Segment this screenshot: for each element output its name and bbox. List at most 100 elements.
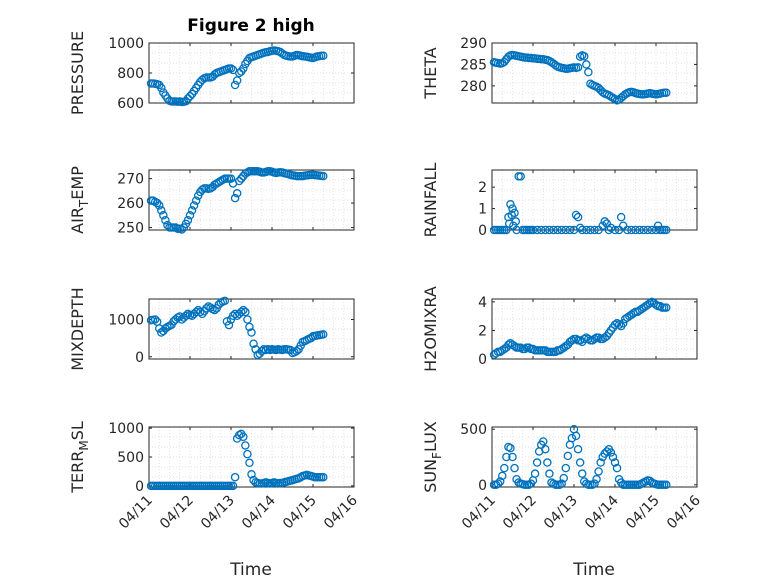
data-point	[243, 449, 252, 459]
data-point	[612, 463, 622, 473]
data-point	[318, 171, 328, 181]
y-axis-label: AIRTEMP	[68, 166, 91, 234]
data-point	[318, 51, 328, 61]
y-axis-label: PRESSURE	[68, 31, 87, 115]
data-point	[590, 225, 599, 235]
data-point	[243, 315, 252, 324]
data-point	[643, 225, 653, 235]
data-point	[573, 212, 583, 222]
data-point	[195, 307, 205, 317]
y-axis-label: THETA	[421, 47, 440, 99]
y-axis-label: MIXDEPTH	[68, 287, 87, 370]
data-point	[610, 458, 620, 467]
data-point	[567, 433, 577, 443]
data-point	[662, 480, 671, 490]
data-point	[590, 334, 599, 344]
data-point	[580, 334, 589, 344]
subplot-right-1: 280 285 290 THETA	[421, 36, 698, 105]
data-point	[559, 473, 569, 483]
data-point	[545, 469, 554, 478]
data-point	[600, 217, 610, 226]
subplot-left-1: 600 800 1000 PRESSURE	[68, 31, 355, 115]
data-point	[189, 201, 199, 210]
axes-box	[491, 42, 698, 104]
data-point	[582, 60, 591, 69]
data-point	[590, 479, 599, 488]
data-point	[577, 225, 587, 235]
x-tick-label: 04/16	[664, 492, 704, 532]
data-point	[545, 225, 554, 235]
data-point	[662, 225, 671, 235]
y-tick-label: 1	[478, 202, 487, 218]
data-point	[627, 225, 636, 235]
data-point	[561, 463, 571, 473]
data-point	[571, 210, 581, 220]
data-point	[516, 343, 525, 352]
x-tick-label: 04/13	[541, 493, 581, 533]
data-point	[618, 319, 628, 328]
x-tick-label: 04/16	[321, 492, 361, 532]
y-tick-label: 0	[135, 479, 144, 495]
y-tick-label: 2	[478, 180, 487, 196]
data-point	[530, 469, 540, 478]
data-point	[541, 346, 550, 355]
data-point	[236, 307, 246, 317]
data-point	[500, 463, 509, 473]
data-point	[541, 444, 550, 454]
data-point	[230, 472, 240, 482]
data-point	[557, 225, 566, 235]
data-point	[602, 447, 612, 456]
data-point	[561, 225, 571, 235]
data-point	[497, 471, 507, 481]
figure-title: Figure 2 high	[187, 16, 315, 36]
data-point	[647, 225, 657, 235]
y-axis-label: TERRMSL	[68, 421, 91, 494]
data-point	[230, 193, 240, 203]
data-point	[226, 174, 236, 183]
x-tick-label: 04/11	[116, 493, 156, 533]
data-point	[592, 474, 601, 484]
data-point	[241, 307, 250, 317]
data-point	[655, 301, 665, 311]
data-point	[191, 196, 201, 205]
data-point	[506, 443, 515, 453]
data-point	[241, 441, 250, 450]
data-point	[504, 340, 513, 349]
data-point	[150, 315, 160, 324]
data-point	[508, 204, 517, 213]
data-point	[536, 225, 546, 235]
data-point	[532, 225, 542, 235]
data-point	[239, 432, 248, 442]
data-point	[230, 80, 240, 90]
y-tick-label: 0	[135, 350, 144, 366]
data-point	[584, 334, 593, 344]
y-tick-label: 0	[478, 478, 487, 494]
data-point	[594, 333, 603, 342]
subplot-right-3: 0 2 4 H2OMIXRA	[421, 286, 698, 372]
data-point	[580, 52, 589, 61]
y-tick-label: 1000	[108, 312, 144, 328]
data-point	[543, 458, 552, 467]
x-tick-label: 04/15	[623, 493, 663, 533]
data-point	[318, 472, 328, 482]
data-point	[635, 225, 644, 235]
data-point	[239, 305, 248, 315]
data-point	[152, 198, 162, 208]
data-point	[159, 211, 168, 220]
data-point	[539, 437, 548, 446]
data-point	[516, 172, 525, 181]
data-point	[575, 52, 585, 61]
x-axis-label-right: Time	[572, 560, 615, 580]
data-point	[510, 463, 519, 473]
y-tick-label: 1000	[108, 421, 144, 437]
data-point	[508, 452, 517, 462]
data-point	[594, 467, 603, 476]
data-point	[161, 215, 170, 225]
data-point	[183, 215, 193, 225]
data-point	[292, 346, 301, 356]
data-point	[318, 330, 328, 339]
data-point	[510, 208, 519, 218]
data-point	[557, 479, 566, 488]
data-point	[528, 225, 538, 235]
